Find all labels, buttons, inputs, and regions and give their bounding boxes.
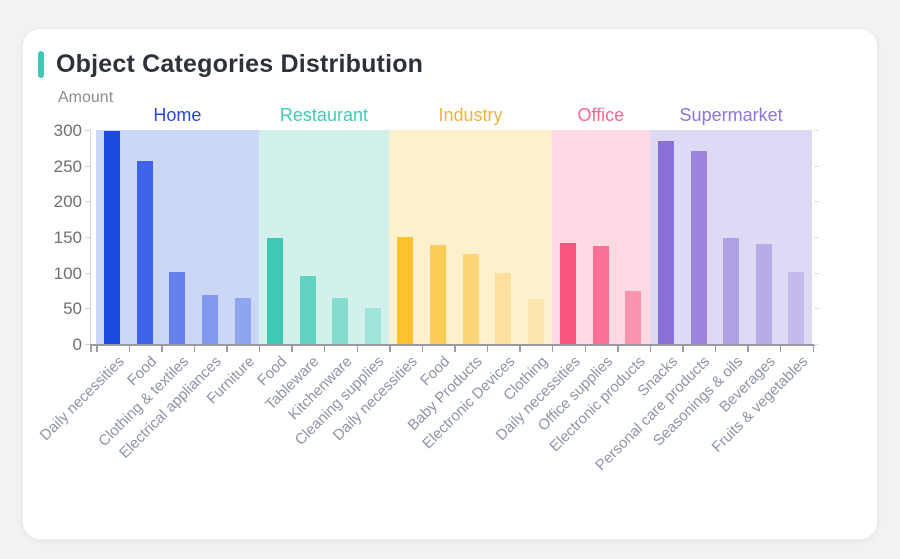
bar-home-4[interactable] <box>234 298 251 344</box>
x-axis-tick <box>551 346 554 352</box>
x-axis-tick <box>421 346 424 352</box>
bar-home-0[interactable] <box>104 131 121 344</box>
chart-title: Object Categories Distribution <box>56 50 424 78</box>
bar-supermarket-1[interactable] <box>690 151 707 344</box>
bar-industry-2[interactable] <box>462 254 479 344</box>
bar-restaurant-1[interactable] <box>299 275 316 344</box>
bar-office-1[interactable] <box>592 245 609 344</box>
x-axis-tick <box>617 346 619 352</box>
bar-supermarket-4[interactable] <box>788 271 805 344</box>
bar-supermarket-3[interactable] <box>755 244 772 344</box>
x-axis-tick <box>291 346 293 352</box>
group-label-home: Home <box>153 105 202 125</box>
y-axis-tick-label: 300 <box>53 121 82 140</box>
x-axis-tick <box>90 346 92 352</box>
bar-home-1[interactable] <box>136 160 153 344</box>
x-axis-tick <box>454 346 456 352</box>
x-axis-tick <box>714 346 717 352</box>
x-axis-tick <box>747 346 749 352</box>
y-axis-tick <box>85 344 90 345</box>
group-label-industry: Industry <box>438 105 503 125</box>
y-axis-right-tick <box>813 165 819 167</box>
bar-industry-0[interactable] <box>397 237 414 344</box>
x-axis-tick <box>389 346 391 352</box>
y-axis-right-tick <box>813 130 819 131</box>
bar-industry-3[interactable] <box>495 273 512 344</box>
bar-industry-4[interactable] <box>527 299 544 344</box>
y-axis-title: Amount <box>58 89 114 106</box>
x-axis-tick <box>356 346 359 352</box>
y-axis-tick <box>85 237 90 238</box>
bar-supermarket-2[interactable] <box>723 238 740 344</box>
x-axis-tick <box>519 346 521 352</box>
bar-restaurant-3[interactable] <box>364 308 381 344</box>
x-axis-tick <box>584 346 587 352</box>
x-axis-tick <box>161 346 163 352</box>
group-label-restaurant: Restaurant <box>279 105 368 125</box>
x-axis-tick <box>193 346 196 352</box>
y-axis-tick-label: 250 <box>53 156 82 176</box>
y-axis-tick <box>85 272 90 274</box>
x-axis-tick <box>779 346 782 352</box>
bar-home-3[interactable] <box>201 295 218 344</box>
x-axis-line <box>90 344 815 346</box>
y-axis-right-tick <box>813 201 819 203</box>
x-axis-tick <box>812 346 814 352</box>
x-axis-tick <box>323 346 326 352</box>
group-label-supermarket: Supermarket <box>679 105 783 125</box>
y-axis-tick <box>85 130 90 131</box>
x-axis-tick <box>226 346 228 352</box>
bar-industry-1[interactable] <box>429 244 446 344</box>
y-axis-tick-label: 200 <box>53 192 82 212</box>
y-axis-tick-label: 0 <box>72 335 82 354</box>
card-header: Object Categories Distribution <box>38 50 423 79</box>
title-accent-bar <box>38 51 44 78</box>
bar-home-2[interactable] <box>169 271 186 344</box>
y-axis-line <box>90 130 91 346</box>
bar-office-2[interactable] <box>625 290 642 344</box>
x-axis-tick <box>128 346 131 352</box>
group-label-office: Office <box>577 105 625 125</box>
y-axis-right-tick <box>813 308 819 310</box>
x-axis-tick <box>258 346 261 352</box>
x-axis-tick <box>96 346 98 352</box>
y-axis-tick <box>85 165 90 167</box>
x-axis-tick <box>682 346 684 352</box>
y-axis-tick-label: 50 <box>63 299 82 319</box>
y-axis-tick-label: 100 <box>53 263 82 283</box>
y-axis-tick-label: 150 <box>53 228 82 247</box>
y-axis-right-tick <box>813 344 819 345</box>
x-axis-tick <box>649 346 652 352</box>
y-axis-right-tick <box>813 272 819 274</box>
bar-restaurant-2[interactable] <box>332 298 349 344</box>
y-axis-tick <box>85 308 90 310</box>
bar-restaurant-0[interactable] <box>267 238 284 344</box>
bar-supermarket-0[interactable] <box>657 141 674 344</box>
y-axis-tick <box>85 201 90 203</box>
x-axis-tick <box>486 346 489 352</box>
y-axis-right-tick <box>813 237 819 238</box>
bar-office-0[interactable] <box>560 242 577 344</box>
